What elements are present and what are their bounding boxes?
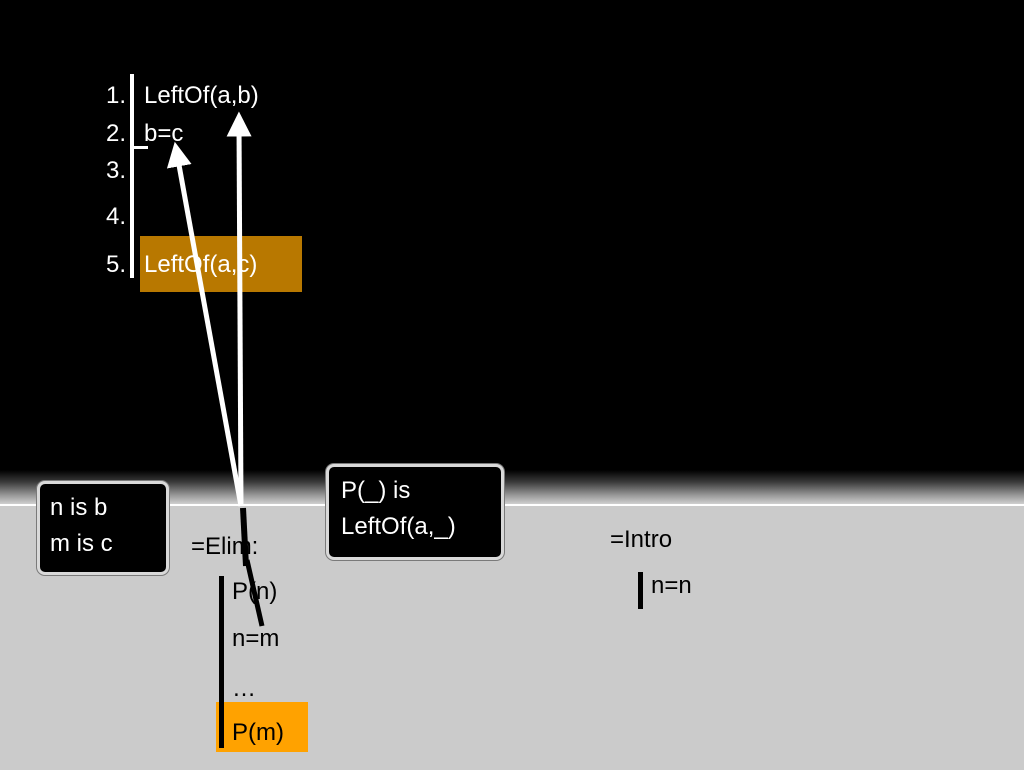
intro-rule-bar: [638, 572, 643, 609]
line-number: 5.: [105, 251, 126, 278]
formula: LeftOf(a,c): [144, 251, 258, 278]
elim-conclusion-highlight: [216, 702, 308, 752]
substitution-m: m is c: [50, 530, 113, 557]
substitution-n: n is b: [50, 494, 108, 521]
elim-rule-bar: [219, 576, 224, 748]
elim-rule-title: =Elim:: [191, 533, 259, 560]
line-number: 3.: [105, 157, 126, 184]
panel-fade: [0, 470, 1024, 504]
intro-rule-title: =Intro: [610, 526, 673, 553]
formula: LeftOf(a,b): [144, 82, 259, 109]
proof-panel: [0, 0, 1024, 470]
predicate-line-2: LeftOf(a,_): [341, 513, 456, 540]
elim-line-1: P(n): [232, 578, 278, 605]
substitution-bubble: n is b m is c: [37, 481, 169, 575]
line-number: 4.: [105, 203, 126, 230]
predicate-line-1: P(_) is: [341, 477, 411, 504]
predicate-bubble: P(_) is LeftOf(a,_): [326, 464, 504, 560]
line-number: 1.: [105, 82, 126, 109]
formula: b=c: [144, 120, 184, 147]
elim-line-2: n=m: [232, 625, 280, 652]
elim-line-4: P(m): [232, 719, 284, 746]
line-number: 2.: [105, 120, 126, 147]
elim-line-3: …: [232, 675, 256, 702]
proof-main-bar: [130, 74, 134, 278]
intro-line-1: n=n: [651, 572, 692, 599]
premise-separator: [134, 146, 148, 149]
rules-panel: [0, 504, 1024, 770]
